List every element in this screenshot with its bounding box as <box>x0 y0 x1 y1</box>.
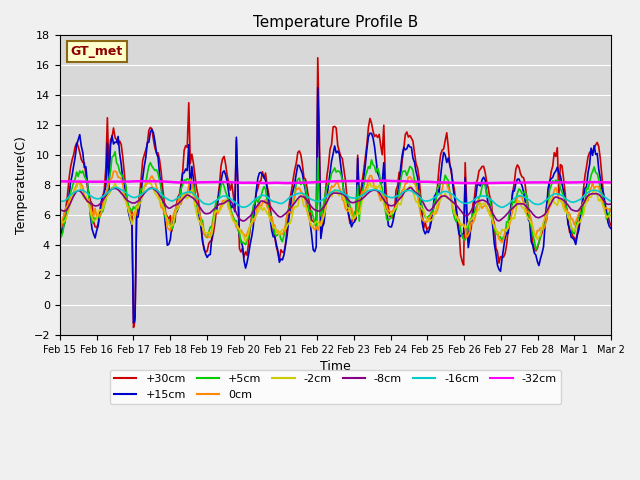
-32cm <box>478 180 486 186</box>
-32cm <box>380 178 388 183</box>
0cm <box>125 204 132 210</box>
Y-axis label: Temperature(C): Temperature(C) <box>15 136 28 234</box>
+15cm <box>607 226 615 231</box>
0cm <box>607 208 615 214</box>
Legend: +30cm, +15cm, +5cm, 0cm, -2cm, -8cm, -16cm, -32cm: +30cm, +15cm, +5cm, 0cm, -2cm, -8cm, -16… <box>110 370 561 404</box>
-16cm <box>222 193 230 199</box>
Line: 0cm: 0cm <box>60 171 611 242</box>
+5cm <box>222 189 230 194</box>
+30cm <box>299 162 307 168</box>
0cm <box>56 225 63 231</box>
+30cm <box>250 205 257 211</box>
X-axis label: Time: Time <box>320 360 351 373</box>
+5cm <box>250 203 257 209</box>
-8cm <box>406 185 413 191</box>
+5cm <box>607 206 615 212</box>
-8cm <box>56 207 63 213</box>
-2cm <box>580 212 588 217</box>
-16cm <box>56 198 63 204</box>
-32cm <box>239 180 246 186</box>
-8cm <box>607 201 615 207</box>
-32cm <box>297 180 305 186</box>
+15cm <box>56 230 63 236</box>
Line: -32cm: -32cm <box>60 180 611 183</box>
+15cm <box>124 199 131 205</box>
+5cm <box>532 247 540 252</box>
+30cm <box>240 254 248 260</box>
0cm <box>222 198 230 204</box>
-8cm <box>124 198 131 204</box>
-2cm <box>240 235 248 241</box>
+30cm <box>607 222 615 228</box>
+15cm <box>580 194 588 200</box>
0cm <box>580 199 588 205</box>
-8cm <box>299 193 307 199</box>
+30cm <box>56 231 63 237</box>
-2cm <box>251 215 259 221</box>
+5cm <box>111 149 119 155</box>
+15cm <box>250 224 257 229</box>
0cm <box>111 168 119 174</box>
+30cm <box>130 324 138 330</box>
-32cm <box>248 180 255 186</box>
+5cm <box>56 230 63 236</box>
-16cm <box>498 204 506 210</box>
0cm <box>240 232 248 238</box>
-32cm <box>580 179 588 185</box>
+30cm <box>314 55 322 60</box>
-2cm <box>300 204 308 209</box>
+15cm <box>222 172 230 178</box>
0cm <box>498 240 506 245</box>
+5cm <box>240 240 248 246</box>
+15cm <box>299 171 307 177</box>
Title: Temperature Profile B: Temperature Profile B <box>253 15 418 30</box>
-16cm <box>580 193 588 199</box>
+30cm <box>222 161 230 167</box>
-16cm <box>299 191 307 196</box>
-16cm <box>607 198 615 204</box>
+5cm <box>299 180 307 185</box>
+5cm <box>580 200 588 206</box>
-8cm <box>580 201 588 206</box>
-16cm <box>111 184 119 190</box>
-2cm <box>242 239 250 244</box>
-32cm <box>124 179 131 184</box>
-2cm <box>125 209 132 215</box>
+5cm <box>125 204 132 210</box>
0cm <box>250 218 257 224</box>
-16cm <box>125 192 132 198</box>
-8cm <box>250 208 257 214</box>
Text: GT_met: GT_met <box>71 45 123 58</box>
+15cm <box>130 320 138 326</box>
-8cm <box>240 218 248 224</box>
-32cm <box>56 179 63 184</box>
Line: -8cm: -8cm <box>60 188 611 221</box>
Line: -2cm: -2cm <box>60 182 611 241</box>
0cm <box>299 191 307 196</box>
Line: +15cm: +15cm <box>60 88 611 323</box>
-2cm <box>56 218 63 224</box>
+30cm <box>124 201 131 207</box>
Line: +30cm: +30cm <box>60 58 611 327</box>
+15cm <box>240 258 248 264</box>
-16cm <box>240 204 248 210</box>
Line: +5cm: +5cm <box>60 152 611 250</box>
-16cm <box>250 198 257 204</box>
+15cm <box>314 85 322 91</box>
+30cm <box>580 187 588 192</box>
-8cm <box>239 218 246 224</box>
-32cm <box>607 180 615 185</box>
-32cm <box>220 179 228 185</box>
-8cm <box>220 200 228 206</box>
-2cm <box>74 179 82 185</box>
-2cm <box>607 212 615 218</box>
Line: -16cm: -16cm <box>60 187 611 207</box>
-2cm <box>222 196 230 202</box>
